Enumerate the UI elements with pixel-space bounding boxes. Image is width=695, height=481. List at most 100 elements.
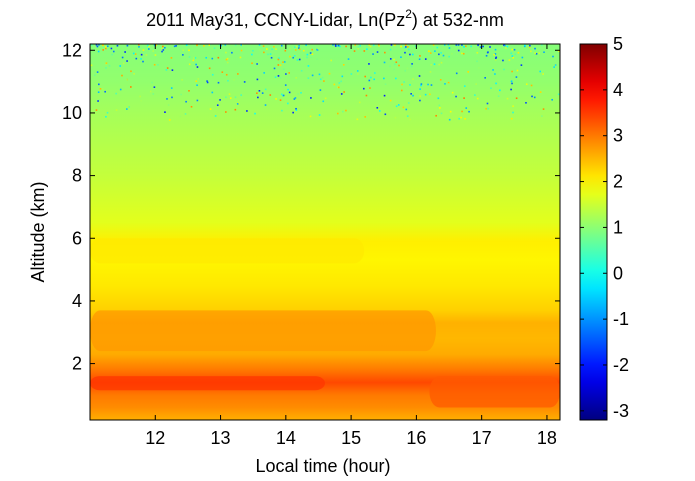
noise-pixel xyxy=(115,109,118,111)
noise-pixel xyxy=(285,73,287,75)
noise-pixel xyxy=(142,60,144,63)
noise-pixel xyxy=(171,69,174,71)
noise-pixel xyxy=(240,44,243,46)
noise-pixel xyxy=(133,73,135,75)
noise-pixel xyxy=(510,80,513,83)
colorbar-tick-label: -1 xyxy=(613,309,629,329)
noise-pixel xyxy=(476,60,478,63)
noise-pixel xyxy=(462,52,465,55)
noise-pixel xyxy=(105,67,107,69)
noise-pixel xyxy=(511,82,513,85)
y-tick-label: 2 xyxy=(72,354,82,374)
noise-pixel xyxy=(279,64,282,66)
noise-pixel xyxy=(345,109,347,112)
x-tick-label: 18 xyxy=(537,428,557,448)
noise-pixel xyxy=(406,67,409,70)
noise-pixel xyxy=(147,48,150,50)
noise-pixel xyxy=(330,59,333,62)
noise-pixel xyxy=(97,91,100,94)
noise-pixel xyxy=(287,88,289,91)
noise-pixel xyxy=(458,117,460,120)
noise-pixel xyxy=(384,113,387,116)
noise-pixel xyxy=(406,115,409,117)
noise-pixel xyxy=(153,86,156,88)
noise-pixel xyxy=(126,60,128,62)
noise-pixel xyxy=(254,112,256,115)
noise-pixel xyxy=(384,51,386,54)
noise-pixel xyxy=(438,104,441,107)
noise-pixel xyxy=(220,44,222,47)
noise-pixel xyxy=(393,58,395,61)
noise-pixel xyxy=(311,53,314,56)
noise-pixel xyxy=(283,61,286,63)
noise-pixel xyxy=(90,64,93,67)
noise-pixel xyxy=(334,45,337,47)
noise-pixel xyxy=(181,79,183,81)
noise-pixel xyxy=(383,61,386,64)
noise-pixel xyxy=(475,83,478,85)
noise-pixel xyxy=(196,99,199,102)
noise-pixel xyxy=(404,47,406,49)
noise-pixel xyxy=(530,84,533,87)
noise-pixel xyxy=(432,44,435,46)
noise-pixel xyxy=(122,62,125,65)
noise-pixel xyxy=(126,108,128,110)
noise-pixel xyxy=(311,74,314,77)
noise-pixel xyxy=(298,45,300,47)
noise-pixel xyxy=(148,45,150,48)
noise-pixel xyxy=(307,65,310,67)
noise-pixel xyxy=(138,46,140,48)
noise-pixel xyxy=(512,111,514,114)
noise-pixel xyxy=(273,67,276,70)
noise-pixel xyxy=(429,93,431,96)
noise-pixel xyxy=(288,91,291,94)
noise-pixel xyxy=(281,109,283,112)
noise-pixel xyxy=(528,46,531,49)
noise-pixel xyxy=(393,68,396,71)
noise-pixel xyxy=(552,55,554,58)
noise-pixel xyxy=(463,97,465,99)
noise-pixel xyxy=(476,52,479,54)
noise-pixel xyxy=(116,44,119,47)
noise-pixel xyxy=(531,95,533,98)
noise-pixel xyxy=(193,57,196,59)
noise-pixel xyxy=(311,48,313,51)
noise-pixel xyxy=(225,73,228,76)
noise-pixel xyxy=(130,70,132,73)
noise-pixel xyxy=(236,103,239,105)
noise-pixel xyxy=(188,49,190,52)
noise-pixel xyxy=(389,65,391,68)
noise-pixel xyxy=(90,44,93,46)
noise-pixel xyxy=(455,44,458,46)
noise-pixel xyxy=(515,76,518,78)
noise-pixel xyxy=(511,70,513,73)
noise-pixel xyxy=(317,47,320,50)
noise-pixel xyxy=(419,88,421,90)
noise-pixel xyxy=(275,98,277,100)
noise-pixel xyxy=(153,63,156,66)
noise-pixel xyxy=(470,45,472,48)
noise-pixel xyxy=(316,58,319,60)
noise-pixel xyxy=(354,44,357,46)
colorbar-ticks: -3 -2 -1 0 1 2 3 4 5 xyxy=(580,34,629,421)
heatmap-noise xyxy=(90,44,560,121)
noise-pixel xyxy=(455,72,458,75)
noise-pixel xyxy=(474,94,476,96)
noise-pixel xyxy=(412,94,414,97)
noise-pixel xyxy=(274,76,277,79)
noise-pixel xyxy=(231,51,233,54)
noise-pixel xyxy=(102,44,104,47)
x-axis-label: Local time (hour) xyxy=(255,456,390,476)
noise-pixel xyxy=(161,47,163,50)
noise-pixel xyxy=(394,63,396,66)
noise-pixel xyxy=(251,62,253,65)
noise-pixel xyxy=(514,69,517,71)
noise-pixel xyxy=(389,48,392,51)
noise-pixel xyxy=(356,70,359,72)
noise-pixel xyxy=(487,107,489,110)
noise-pixel xyxy=(482,45,484,48)
noise-pixel xyxy=(442,54,445,57)
noise-pixel xyxy=(535,53,538,55)
noise-pixel xyxy=(410,93,412,95)
noise-pixel xyxy=(130,86,132,88)
